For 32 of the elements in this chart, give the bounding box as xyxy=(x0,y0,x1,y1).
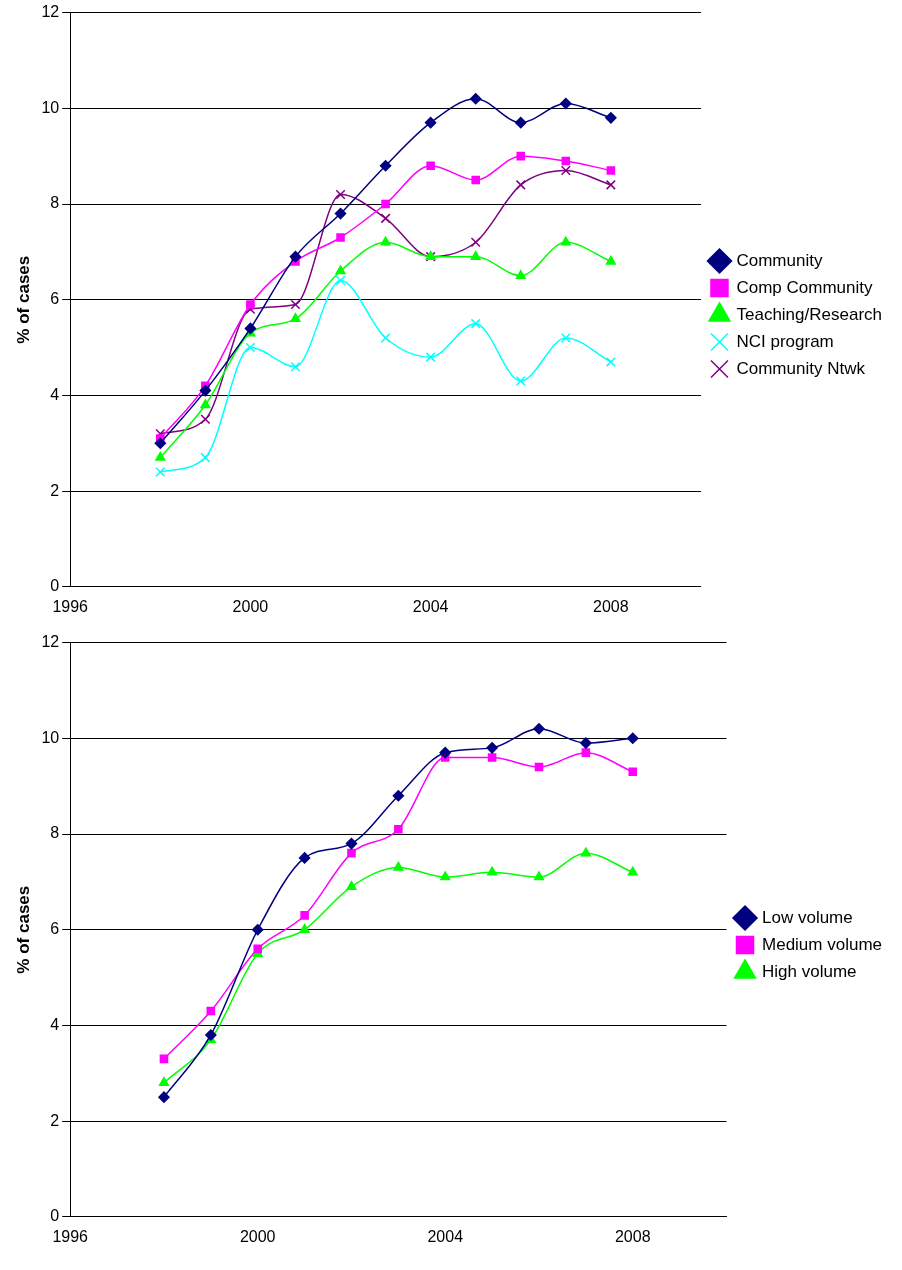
y-tick-label: 10 xyxy=(41,728,60,746)
legend-label: Medium volume xyxy=(762,934,883,954)
x-tick-label: 2004 xyxy=(427,1227,464,1245)
y-tick-label: 2 xyxy=(50,481,60,499)
x-tick-label: 2000 xyxy=(239,1227,276,1245)
y-tick-label: 2 xyxy=(50,1111,60,1129)
x-tick-label: 1996 xyxy=(52,1227,89,1245)
y-tick-label: 6 xyxy=(50,920,60,938)
legend-label: Teaching/Research xyxy=(736,304,882,324)
x-tick-label: 2008 xyxy=(593,597,629,615)
x-tick-label: 2004 xyxy=(412,597,449,615)
y-tick-label: 4 xyxy=(50,1015,60,1033)
y-tick-label: 4 xyxy=(50,385,60,403)
y-tick-label: 0 xyxy=(50,577,60,595)
x-tick-label: 1996 xyxy=(52,597,89,615)
legend-label: NCI program xyxy=(736,331,834,351)
y-tick-label: 12 xyxy=(41,633,60,651)
y-axis-title: % of cases xyxy=(13,885,33,974)
y-tick-label: 8 xyxy=(50,824,60,842)
y-tick-label: 6 xyxy=(50,290,60,308)
y-tick-label: 10 xyxy=(41,98,60,116)
y-tick-label: 0 xyxy=(50,1207,60,1225)
legend-label: Community xyxy=(736,250,823,270)
y-axis-title: % of cases xyxy=(13,255,33,344)
y-tick-label: 12 xyxy=(41,3,60,21)
legend-label: Comp Community xyxy=(736,277,873,297)
legend-label: Community Ntwk xyxy=(736,358,866,378)
x-tick-label: 2000 xyxy=(232,597,269,615)
x-tick-label: 2008 xyxy=(614,1227,651,1245)
legend-label: Low volume xyxy=(762,907,853,927)
y-tick-label: 8 xyxy=(50,194,60,212)
legend-label: High volume xyxy=(762,961,857,981)
